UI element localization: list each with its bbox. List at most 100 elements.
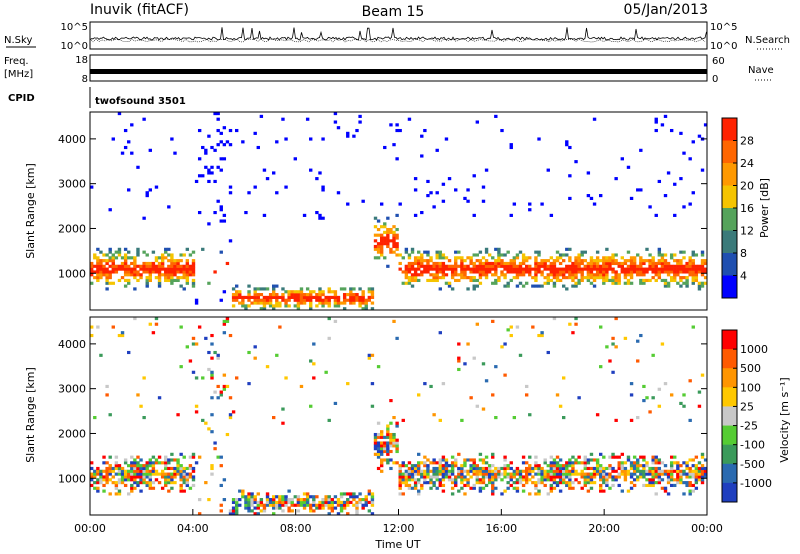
range-cell [540,475,544,479]
range-cell [478,270,483,274]
range-cell [219,208,223,212]
range-cell [614,278,618,283]
range-cell [571,331,575,335]
range-cell [605,466,609,471]
range-cell [673,469,677,473]
range-cell [342,287,347,291]
range-cell [379,236,384,240]
range-cell [549,472,554,476]
range-cell [676,261,680,266]
range-cell [580,273,584,277]
range-cell [484,466,489,471]
range-cell [330,506,335,510]
range-cell [268,301,273,305]
range-cell [417,264,421,268]
range-cell [518,481,523,485]
range-cell [509,145,513,150]
range-cell [123,270,128,274]
range-cell [386,244,390,249]
range-cell [182,287,186,291]
range-cell [275,353,279,357]
range-cell [506,261,510,266]
range-cell [191,259,196,263]
range-cell [352,301,356,305]
range-cell [426,264,430,268]
range-cell [441,469,446,473]
range-cell [521,455,526,459]
range-cell [157,264,162,268]
range-cell [321,298,325,302]
range-cell [512,486,517,490]
range-cell [93,276,97,280]
range-cell [392,250,396,254]
range-cell [102,475,106,479]
range-cell [389,227,393,232]
range-cell [605,264,609,268]
range-cell [543,458,547,462]
range-cell [697,267,702,271]
range-cell [154,461,159,465]
colorbar-tick-label: 25 [740,400,754,413]
range-cell [342,307,347,311]
range-cell [114,267,119,271]
range-cell [518,250,523,254]
range-cell [293,290,297,294]
range-cell [210,370,214,374]
range-cell [216,384,220,389]
range-cell [614,345,618,349]
noise-left-tick-bottom: 10^0 [61,41,88,52]
range-cell [361,506,365,510]
range-cell [484,261,489,266]
range-cell [404,267,409,271]
range-cell [238,293,242,297]
range-cell [494,478,498,482]
range-cell [580,261,584,266]
range-cell [105,270,109,274]
range-cell [219,509,223,513]
range-cell [571,466,575,471]
range-cell [454,478,458,482]
range-cell [210,396,214,400]
range-cell [463,270,467,274]
range-cell [697,466,702,471]
range-cell [586,472,591,476]
range-cell [629,475,634,479]
range-cell [654,273,658,277]
range-cell [537,284,541,288]
range-cell [506,264,510,268]
range-cell [170,466,174,471]
range-cell [676,264,680,268]
range-cell [592,276,597,280]
range-cell [657,250,662,254]
range-cell [99,259,103,263]
range-cell [210,171,214,175]
range-cell [219,131,223,135]
range-cell [521,461,526,465]
range-cell [632,256,637,260]
range-cell [700,273,705,277]
range-cell [500,270,504,274]
range-cell [370,287,375,291]
range-cell [491,264,495,268]
range-cell [330,509,335,513]
range-cell [376,441,381,445]
range-cell [472,461,476,465]
range-cell [173,261,177,266]
range-cell [469,486,473,490]
range-cell [376,432,381,437]
range-cell [528,256,532,260]
range-cell [509,264,513,268]
range-cell [90,325,94,329]
range-cell [660,478,665,482]
range-cell [120,276,125,280]
range-cell [423,472,427,476]
range-cell [487,472,492,476]
range-cell [386,230,390,234]
range-cell [241,304,245,308]
range-cell [139,469,143,473]
range-cell [450,276,455,280]
range-cell [642,259,646,263]
colorbar-frame [721,329,738,503]
range-cell [466,342,470,346]
range-cell [392,244,396,249]
